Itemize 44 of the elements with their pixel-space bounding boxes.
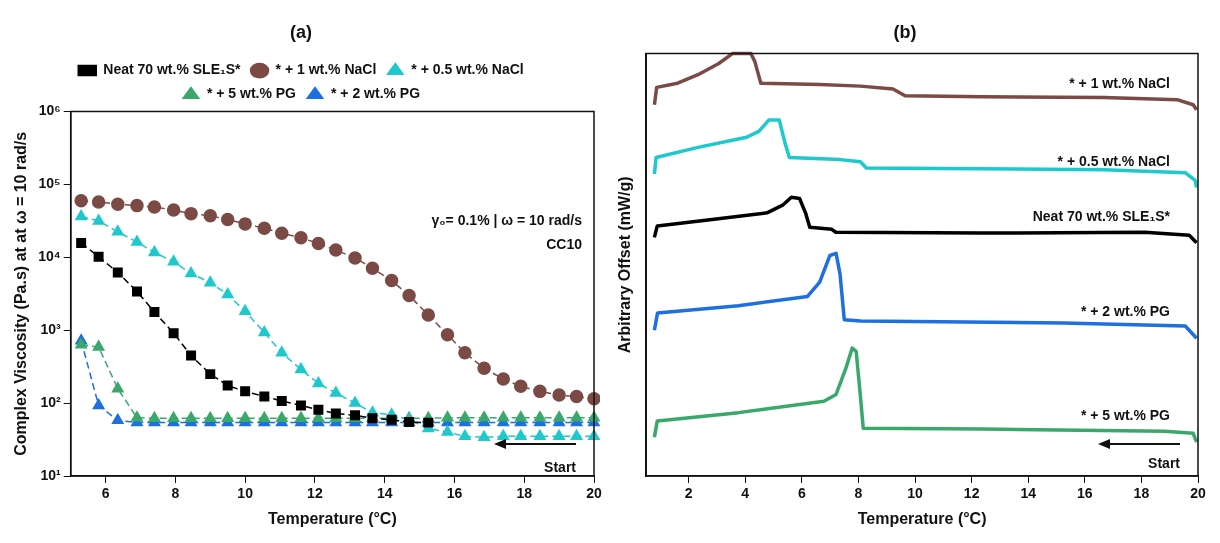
x-tick-label: 16 xyxy=(1077,485,1093,502)
annotation: γ₀= 0.1% | ω = 10 rad/s xyxy=(431,211,583,228)
series-label: * + 0.5 wt.% NaCl xyxy=(1057,152,1170,169)
x-axis-title: Temperature (°C) xyxy=(267,509,397,527)
y-tick-label: 10⁶ xyxy=(38,102,61,119)
legend-label: * + 0.5 wt.% NaCl xyxy=(411,61,524,78)
x-tick-label: 12 xyxy=(307,485,323,502)
y-axis-title: Arbitrary Offset (mW/g) xyxy=(616,176,634,354)
x-tick-label: 14 xyxy=(1020,485,1037,502)
series-label: * + 5 wt.% PG xyxy=(1080,407,1171,424)
legend-label: * + 1 wt.% NaCl xyxy=(275,61,377,78)
y-tick-label: 10⁴ xyxy=(38,248,61,265)
series-label: * + 2 wt.% PG xyxy=(1080,303,1171,320)
x-tick-label: 14 xyxy=(376,485,393,502)
x-tick-label: 6 xyxy=(797,485,806,502)
y-tick-label: 10² xyxy=(40,393,62,410)
series-label: Neat 70 wt.% SLE₁S* xyxy=(1032,207,1171,224)
chart-title: (a) xyxy=(290,21,312,42)
y-tick-label: 10¹ xyxy=(40,466,62,483)
x-tick-label: 20 xyxy=(586,485,602,502)
legend-label: * + 2 wt.% PG xyxy=(331,85,421,102)
x-tick-label: 20 xyxy=(1190,485,1206,502)
legend-label: Neat 70 wt.% SLE₁S* xyxy=(103,61,242,78)
x-tick-label: 2 xyxy=(684,485,693,502)
y-axis-title: Complex Viscosity (Pa.s) at at ω = 10 rad/s xyxy=(12,131,30,456)
x-tick-label: 6 xyxy=(101,485,110,502)
x-tick-label: 16 xyxy=(446,485,463,502)
x-tick-label: 8 xyxy=(171,485,180,502)
x-tick-label: 8 xyxy=(854,485,863,502)
annotation: CC10 xyxy=(546,235,583,252)
chart-title: (b) xyxy=(893,21,917,42)
y-tick-label: 10³ xyxy=(40,321,62,338)
x-tick-label: 4 xyxy=(741,485,750,502)
x-tick-label: 18 xyxy=(1133,485,1150,502)
x-tick-label: 18 xyxy=(516,485,533,502)
x-tick-label: 10 xyxy=(907,485,924,502)
annotation: Start xyxy=(544,458,577,475)
y-tick-label: 10⁵ xyxy=(38,175,61,192)
series-label: * + 1 wt.% NaCl xyxy=(1069,74,1170,91)
x-axis-title: Temperature (°C) xyxy=(857,509,987,527)
annotation: Start xyxy=(1148,455,1181,471)
legend-label: * + 5 wt.% PG xyxy=(206,85,297,102)
x-tick-label: 12 xyxy=(963,485,980,502)
x-tick-label: 10 xyxy=(237,485,254,502)
